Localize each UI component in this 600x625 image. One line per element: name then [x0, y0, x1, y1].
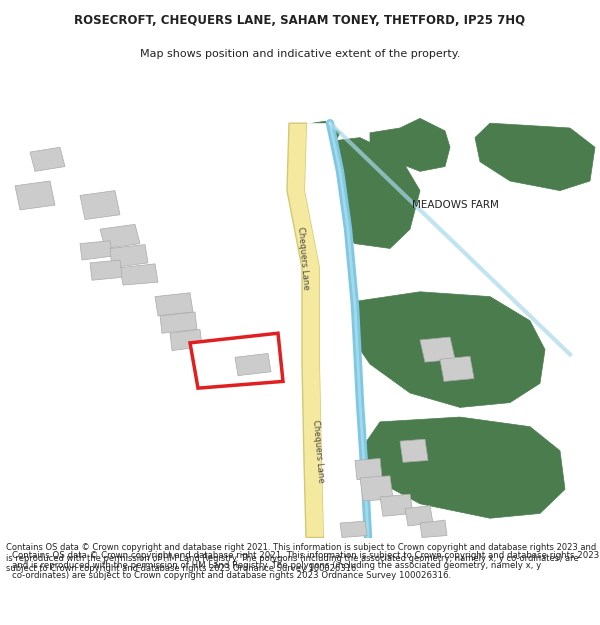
Polygon shape [235, 354, 271, 376]
Polygon shape [15, 181, 55, 210]
Polygon shape [370, 118, 450, 171]
Polygon shape [190, 333, 283, 388]
Polygon shape [405, 506, 433, 526]
Polygon shape [287, 123, 324, 538]
Polygon shape [475, 123, 595, 191]
Polygon shape [310, 138, 420, 248]
Polygon shape [160, 312, 197, 333]
Polygon shape [420, 337, 455, 362]
Polygon shape [90, 260, 122, 280]
Text: Chequers Lane: Chequers Lane [296, 226, 310, 290]
Text: MEADOWS FARM: MEADOWS FARM [412, 200, 499, 210]
Text: Chequers Lane: Chequers Lane [311, 419, 325, 482]
Polygon shape [360, 417, 565, 518]
Polygon shape [120, 264, 158, 285]
Polygon shape [250, 361, 278, 384]
Text: Contains OS data © Crown copyright and database right 2021. This information is : Contains OS data © Crown copyright and d… [6, 543, 596, 573]
Polygon shape [400, 439, 428, 462]
Text: Contains OS data © Crown copyright and database right 2021. This information is : Contains OS data © Crown copyright and d… [12, 551, 599, 581]
Polygon shape [305, 123, 363, 538]
Polygon shape [440, 356, 474, 381]
Polygon shape [30, 148, 65, 171]
Polygon shape [340, 521, 367, 538]
Polygon shape [348, 292, 545, 408]
Polygon shape [155, 292, 193, 316]
Polygon shape [300, 121, 340, 152]
Polygon shape [110, 244, 148, 268]
Polygon shape [420, 520, 447, 538]
Text: Map shows position and indicative extent of the property.: Map shows position and indicative extent… [140, 49, 460, 59]
Polygon shape [355, 459, 382, 480]
Polygon shape [380, 494, 413, 516]
Text: ROSECROFT, CHEQUERS LANE, SAHAM TONEY, THETFORD, IP25 7HQ: ROSECROFT, CHEQUERS LANE, SAHAM TONEY, T… [74, 14, 526, 28]
Polygon shape [80, 241, 112, 260]
Polygon shape [360, 476, 393, 501]
Polygon shape [100, 224, 140, 248]
Polygon shape [80, 191, 120, 219]
Polygon shape [170, 329, 202, 351]
